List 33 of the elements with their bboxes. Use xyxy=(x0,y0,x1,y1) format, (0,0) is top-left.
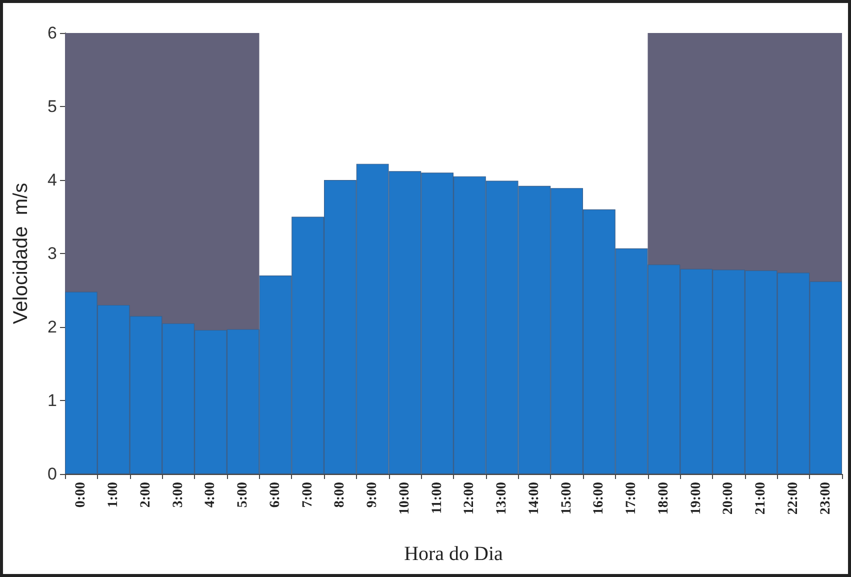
x-tick-label: 21:00 xyxy=(754,482,769,515)
x-tick-label: 7:00 xyxy=(300,482,316,508)
x-tick-label: 1:00 xyxy=(106,482,122,508)
x-tick-label: 16:00 xyxy=(592,482,607,515)
x-tick-label: 6:00 xyxy=(268,482,283,508)
x-tick-label: 15:00 xyxy=(559,482,574,515)
x-tick-label: 23:00 xyxy=(818,482,834,515)
y-tick-label: 6 xyxy=(48,24,57,42)
x-tick-label: 22:00 xyxy=(786,482,801,515)
y-tick-label: 5 xyxy=(48,97,57,116)
x-tick-label: 11:00 xyxy=(430,482,445,514)
x-tick-label: 3:00 xyxy=(170,482,186,508)
y-tick-label: 2 xyxy=(48,318,57,336)
x-tick-label: 18:00 xyxy=(656,482,672,515)
y-tick-label: 4 xyxy=(48,170,57,190)
x-tick-label: 17:00 xyxy=(624,482,640,515)
x-tick-label: 9:00 xyxy=(365,482,380,508)
x-tick-label: 0:00 xyxy=(74,482,89,508)
x-tick-label: 19:00 xyxy=(688,482,704,515)
x-tick-label: 10:00 xyxy=(397,482,412,515)
y-tick-label: 3 xyxy=(48,244,57,263)
y-tick-label: 0 xyxy=(48,464,57,484)
x-tick-label: 12:00 xyxy=(462,482,478,515)
x-tick-label: 4:00 xyxy=(203,482,218,508)
x-tick-label: 14:00 xyxy=(526,482,542,515)
x-tick-label: 2:00 xyxy=(138,482,154,508)
x-tick-label: 5:00 xyxy=(236,482,251,508)
x-axis-title: Hora do Dia xyxy=(404,543,504,565)
x-tick-label: 8:00 xyxy=(332,482,348,508)
y-axis-title: Velocidade m/s xyxy=(10,182,32,324)
y-tick-label: 1 xyxy=(48,391,57,410)
x-tick-label: 20:00 xyxy=(721,482,736,515)
x-tick-label: 13:00 xyxy=(494,482,510,515)
